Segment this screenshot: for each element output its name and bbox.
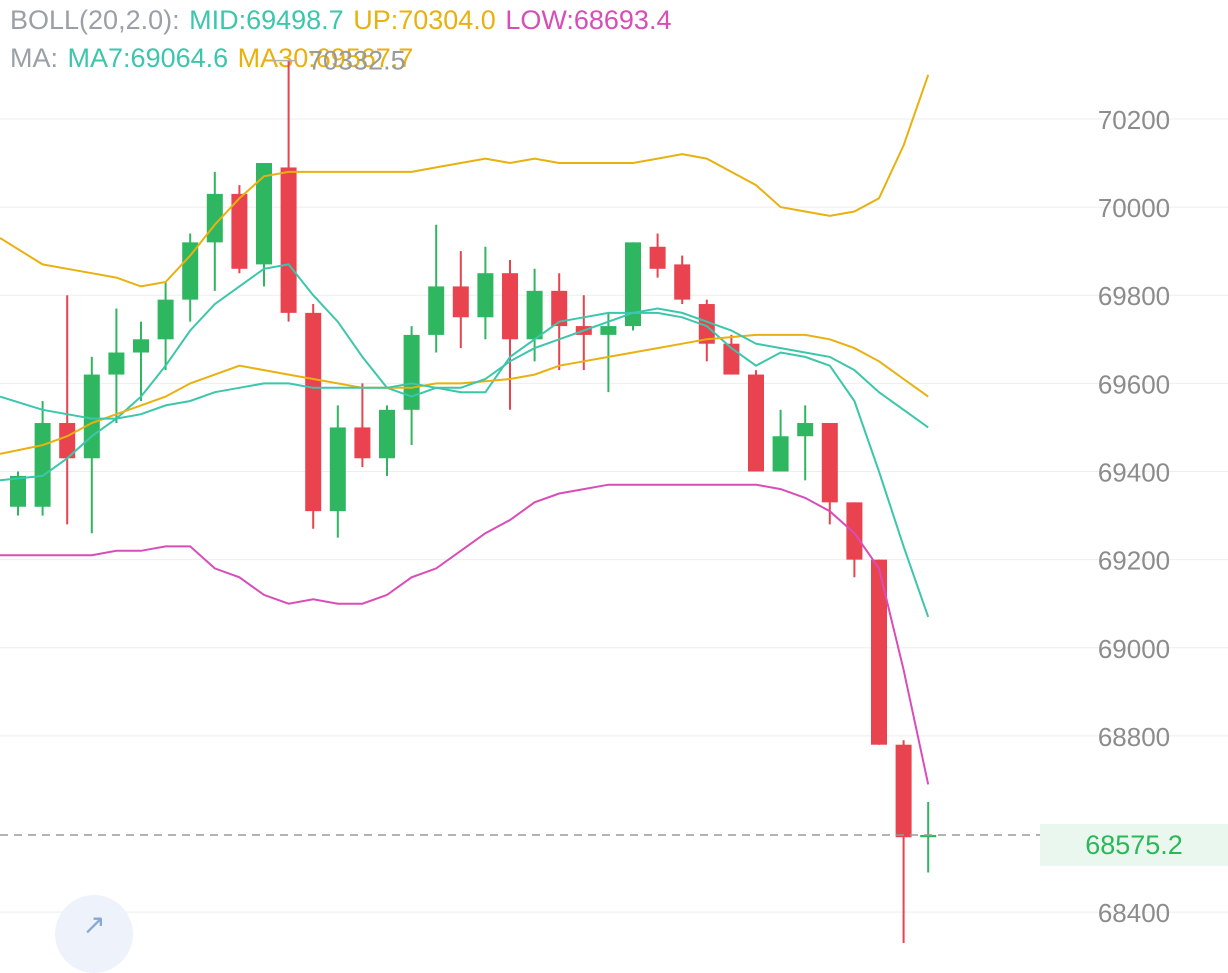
candle-body [59,423,76,459]
candle-body [10,475,26,507]
candle-body [108,352,125,375]
candle-body [83,374,100,459]
candle-body [256,163,272,265]
mid-value: MID:69498.7 [189,5,344,35]
series-line-ma30 [0,333,929,455]
candle-body [600,326,617,335]
boll-legend: BOLL(20,2.0): MID:69498.7 UP:70304.0 LOW… [10,5,673,35]
candle-body [329,427,346,512]
candle-body [625,242,641,327]
candle-body [551,290,568,327]
up-value: UP:70304.0 [353,5,496,35]
candle-body [379,409,395,459]
ma30-value: MA30:69567.7 [237,43,414,73]
ma7-value: MA7:69064.6 [67,43,229,73]
boll-label: BOLL(20,2.0): [10,5,180,35]
candle-body [502,273,518,340]
candle-body [231,193,248,269]
high-annotation-label: 70332.5 [308,46,406,76]
candle-body [846,502,863,560]
candle-body [821,423,838,503]
candle-body [477,273,494,318]
candle-body [452,286,469,318]
y-tick-label: 70000 [1098,193,1170,223]
candle-body [280,167,297,313]
candle-body [797,423,814,437]
series-line-up [0,74,930,288]
candle-body [895,744,912,838]
candle-body [871,559,887,745]
candle-body [34,423,51,507]
candle-body [428,286,445,335]
y-tick-label: 70200 [1098,105,1170,135]
series-line-mid [0,307,929,429]
y-tick-label: 68800 [1098,722,1170,752]
y-tick-label: 69800 [1098,281,1170,311]
candle-body [305,312,322,512]
candle-body [526,290,543,340]
y-tick-label: 68400 [1098,898,1170,928]
candle-body [354,427,371,459]
candle-body [920,834,937,838]
arrow-up-right-icon[interactable]: ↗ [55,895,133,973]
candle-body [403,334,420,410]
candle-body [157,299,174,340]
series-line-ma7 [0,263,930,618]
low-value: LOW:68693.4 [505,5,672,35]
y-tick-label: 69400 [1098,458,1170,488]
candle-body [133,339,149,353]
candlestick-chart[interactable]: 70200 70000 69800 69600 69400 69200 69000 68800… [0,0,1228,943]
ma-label: MA: [10,43,59,73]
series-line-low [0,483,930,785]
current-price-tag: 68575.2 [1040,824,1228,866]
candle-body [674,264,691,300]
y-tick-label: 69600 [1098,369,1170,399]
y-tick-label: 69200 [1098,546,1170,576]
candle-body [748,374,764,472]
candle-body [772,436,789,472]
candle-body [649,246,666,269]
ma-legend: MA: MA7:69064.6 MA30:69567.7 [10,43,415,73]
candle-body [182,242,199,300]
candle-body [698,304,715,344]
y-tick-label: 69000 [1098,634,1170,664]
